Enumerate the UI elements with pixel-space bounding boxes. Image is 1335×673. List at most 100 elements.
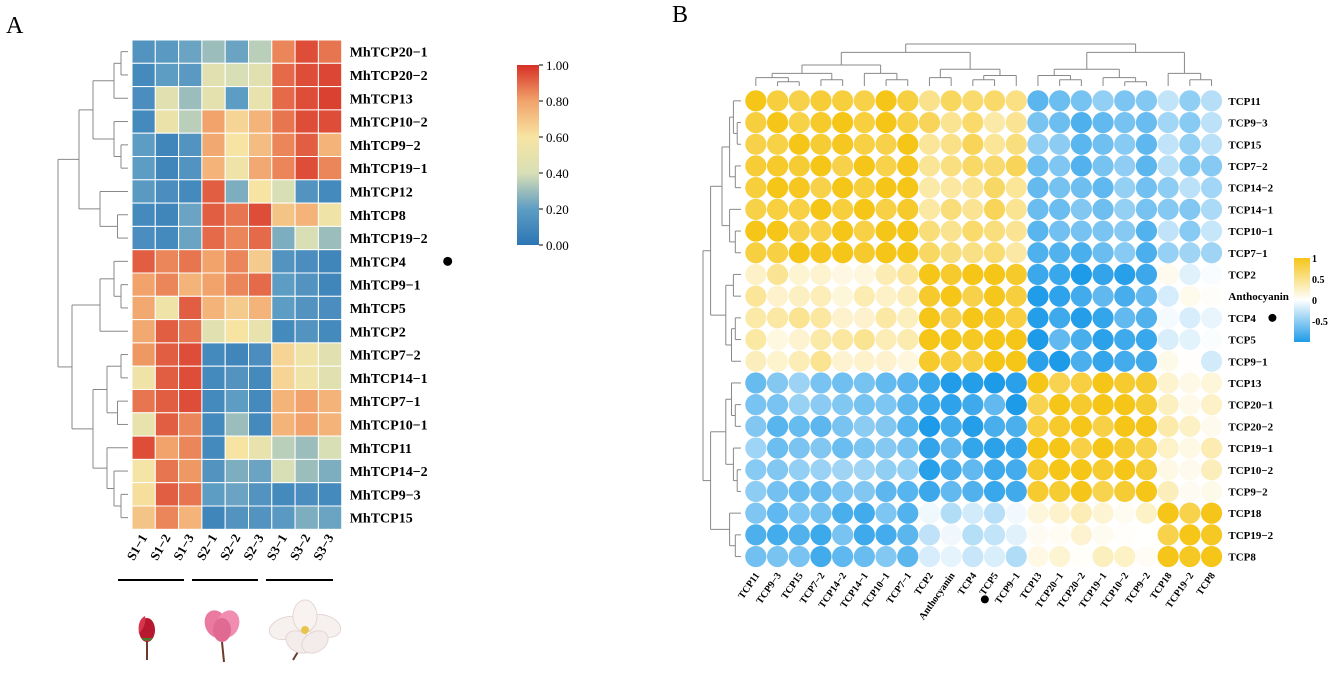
correlation-circle: [983, 394, 1006, 416]
heatmap-cell: [154, 39, 180, 64]
row-label: TCP14−1: [1228, 204, 1273, 216]
row-label: TCP8: [1228, 552, 1256, 564]
correlation-circle: [1200, 524, 1223, 546]
correlation-circle: [1092, 480, 1114, 503]
row-label: TCP15: [1228, 139, 1262, 151]
correlation-circle: [810, 285, 832, 307]
heatmap-cell: [178, 342, 203, 367]
heatmap-cell: [201, 435, 226, 460]
correlation-circle: [875, 220, 897, 242]
correlation-circle: [1049, 263, 1071, 286]
correlation-circle: [1135, 328, 1158, 351]
correlation-circle: [766, 307, 789, 329]
correlation-circle: [1179, 415, 1201, 437]
heatmap-cell: [317, 412, 343, 437]
correlation-circle: [983, 242, 1006, 264]
heatmap-cell: [294, 202, 319, 227]
correlation-circle: [1135, 350, 1158, 372]
correlation-circle: [810, 350, 832, 372]
correlation-circle: [832, 524, 854, 546]
heatmap-cell: [154, 505, 180, 530]
correlation-circle: [1005, 437, 1027, 459]
heatmap-cell: [248, 225, 273, 251]
correlation-circle: [832, 155, 854, 177]
correlation-circle: [875, 133, 897, 155]
heatmap-cell: [271, 342, 296, 367]
row-label: MhTCP13: [350, 92, 413, 107]
correlation-circle: [897, 372, 919, 394]
correlation-circle: [1200, 459, 1223, 481]
correlation-circle: [1114, 480, 1136, 503]
heatmap-cell: [178, 365, 203, 391]
correlation-circle: [1005, 415, 1027, 437]
correlation-circle: [1179, 242, 1201, 264]
heatmap-cell: [248, 202, 273, 227]
correlation-circle: [940, 524, 962, 546]
correlation-circle: [983, 415, 1006, 437]
correlation-circle: [940, 307, 962, 329]
correlation-circle: [1005, 328, 1027, 351]
correlation-circle: [962, 350, 984, 372]
correlation-circle: [897, 111, 919, 134]
correlation-circle: [1179, 111, 1201, 134]
correlation-circle: [1135, 524, 1158, 546]
heatmap-cell: [271, 389, 296, 414]
heatmap-cell: [317, 202, 343, 227]
heatmap-cell: [294, 412, 319, 437]
correlation-circle: [1135, 285, 1158, 307]
heatmap-cell: [317, 365, 343, 391]
correlation-circle: [1135, 198, 1158, 220]
correlation-circle: [1070, 394, 1092, 416]
correlation-circle: [940, 177, 962, 199]
column-label: S1−1: [123, 531, 150, 562]
correlation-circle: [875, 198, 897, 220]
heatmap-cell: [154, 342, 180, 367]
heatmap-cell: [178, 132, 203, 157]
correlation-circle: [745, 242, 767, 264]
correlation-circle: [1157, 524, 1179, 546]
legend-tick-label: 0.60: [546, 130, 569, 145]
correlation-circle: [918, 394, 941, 416]
correlation-circle: [940, 90, 962, 112]
row-label: MhTCP10−1: [350, 418, 428, 433]
heatmap-cell: [154, 458, 180, 484]
row-label: MhTCP19−1: [350, 162, 428, 177]
correlation-circle: [1049, 307, 1071, 329]
correlation-circle: [766, 263, 789, 286]
heatmap-cell: [224, 505, 249, 530]
row-label: TCP9−2: [1228, 486, 1268, 498]
correlation-circle: [1070, 545, 1092, 568]
correlation-circle: [1179, 328, 1201, 351]
heatmap-cell: [224, 342, 249, 367]
correlation-circle: [1092, 177, 1114, 199]
correlation-circle: [853, 415, 875, 437]
heatmap-cell: [317, 225, 343, 251]
heatmap-cell: [248, 109, 273, 134]
correlation-circle: [918, 263, 941, 286]
correlation-circle: [1070, 307, 1092, 329]
heatmap-cell: [248, 458, 273, 484]
heatmap-cell: [271, 435, 296, 460]
correlation-circle: [1114, 502, 1136, 524]
correlation-circle: [875, 177, 897, 199]
heatmap-cell: [317, 109, 343, 134]
correlation-circle: [940, 155, 962, 177]
heatmap-cell: [154, 482, 180, 507]
correlation-circle: [810, 502, 832, 524]
heatmap-cell: [294, 505, 319, 530]
correlation-circle: [940, 415, 962, 437]
heatmap-cell: [154, 412, 180, 437]
correlation-circle: [832, 350, 854, 372]
heatmap-cell: [178, 412, 203, 437]
correlation-circle: [1179, 90, 1201, 112]
heatmap-cell: [178, 202, 203, 227]
correlation-circle: [962, 285, 984, 307]
correlation-circle: [832, 415, 854, 437]
heatmap-cell: [294, 319, 319, 344]
correlation-circle: [853, 350, 875, 372]
correlation-circle: [1092, 415, 1114, 437]
correlation-circle: [853, 524, 875, 546]
correlation-circle: [940, 263, 962, 286]
correlation-circle: [1157, 307, 1179, 329]
